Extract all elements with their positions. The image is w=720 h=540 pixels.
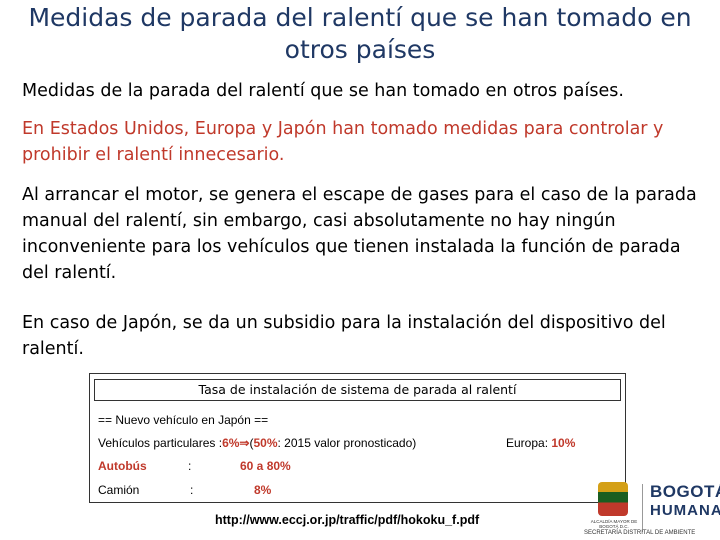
humana-logo: HUMANA bbox=[650, 502, 720, 519]
europe-rate: Europa: 10% bbox=[506, 435, 575, 451]
europe-label: Europa: bbox=[506, 436, 552, 450]
installation-rate-box: Tasa de instalación de sistema de parada… bbox=[89, 373, 626, 503]
passenger-value: 6% bbox=[222, 436, 240, 450]
logo-divider bbox=[642, 484, 643, 532]
box-header: == Nuevo vehículo en Japón == bbox=[98, 413, 269, 427]
paragraph-measures: En Estados Unidos, Europa y Japón han to… bbox=[22, 119, 664, 165]
seal-caption: ALCALDÍA MAYOR DE BOGOTÁ D.C. bbox=[590, 519, 638, 529]
paragraph-japan-subsidy: En caso de Japón, se da un subsidio para… bbox=[22, 313, 666, 359]
bus-colon: : bbox=[188, 459, 192, 473]
forecast-value: 50% bbox=[253, 436, 278, 450]
bus-value: 60 a 80% bbox=[240, 459, 291, 473]
bogota-logo: BOGOTÁ bbox=[650, 482, 720, 501]
slide-title: Medidas de parada del ralentí que se han… bbox=[28, 3, 692, 64]
forecast-open: ( bbox=[249, 436, 254, 450]
slide-subtitle: Medidas de la parada del ralentí que se … bbox=[22, 81, 624, 101]
forecast-text: : 2015 valor pronosticado) bbox=[277, 436, 417, 450]
truck-value: 8% bbox=[254, 483, 272, 497]
secretaria-caption: SECRETARÍA DISTRITAL DE AMBIENTE bbox=[584, 530, 696, 536]
bus-label: Autobús bbox=[98, 459, 147, 473]
arrow-icon: ⇒ bbox=[239, 436, 250, 450]
passenger-label: Vehículos particulares : bbox=[98, 436, 223, 450]
truck-colon: : bbox=[190, 483, 194, 497]
passenger-vehicles-row: Vehículos particulares :6%⇒(50%: 2015 va… bbox=[98, 435, 416, 451]
logo-area: ALCALDÍA MAYOR DE BOGOTÁ D.C. BOGOTÁ HUM… bbox=[584, 480, 720, 540]
europe-value: 10% bbox=[551, 436, 576, 450]
box-title: Tasa de instalación de sistema de parada… bbox=[94, 379, 621, 401]
truck-label: Camión bbox=[98, 483, 140, 497]
paragraph-engine-start: Al arrancar el motor, se genera el escap… bbox=[22, 185, 697, 283]
bogota-seal-icon bbox=[598, 482, 628, 516]
source-url-link[interactable]: http://www.eccj.or.jp/traffic/pdf/hokoku… bbox=[215, 513, 480, 527]
